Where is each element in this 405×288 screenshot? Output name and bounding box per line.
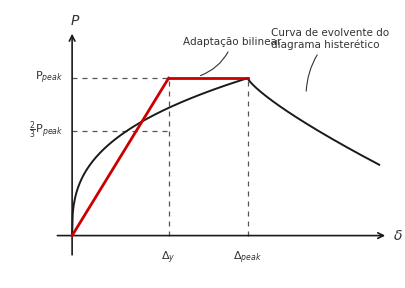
- Text: P: P: [71, 14, 79, 28]
- Text: P$_{peak}$: P$_{peak}$: [35, 70, 63, 86]
- Text: δ: δ: [393, 229, 401, 242]
- Text: Adaptação bilinear: Adaptação bilinear: [183, 37, 281, 76]
- Text: $\frac{2}{3}$P$_{peak}$: $\frac{2}{3}$P$_{peak}$: [29, 120, 63, 141]
- Text: Δ$_y$: Δ$_y$: [161, 250, 175, 266]
- Text: Curva de evolvente do
diagrama histerético: Curva de evolvente do diagrama histeréti…: [270, 28, 388, 91]
- Text: Δ$_{peak}$: Δ$_{peak}$: [232, 250, 262, 266]
